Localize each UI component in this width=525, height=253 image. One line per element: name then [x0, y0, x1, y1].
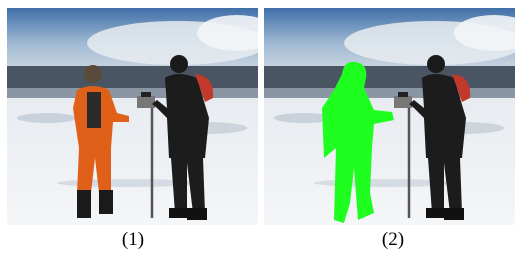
photo-segmented — [264, 8, 525, 225]
caption: (1) — [103, 229, 163, 251]
photos — [0, 0, 525, 253]
caption: (2) — [363, 229, 423, 251]
figure: (1) (2) — [0, 0, 525, 253]
photo-original — [7, 8, 277, 225]
